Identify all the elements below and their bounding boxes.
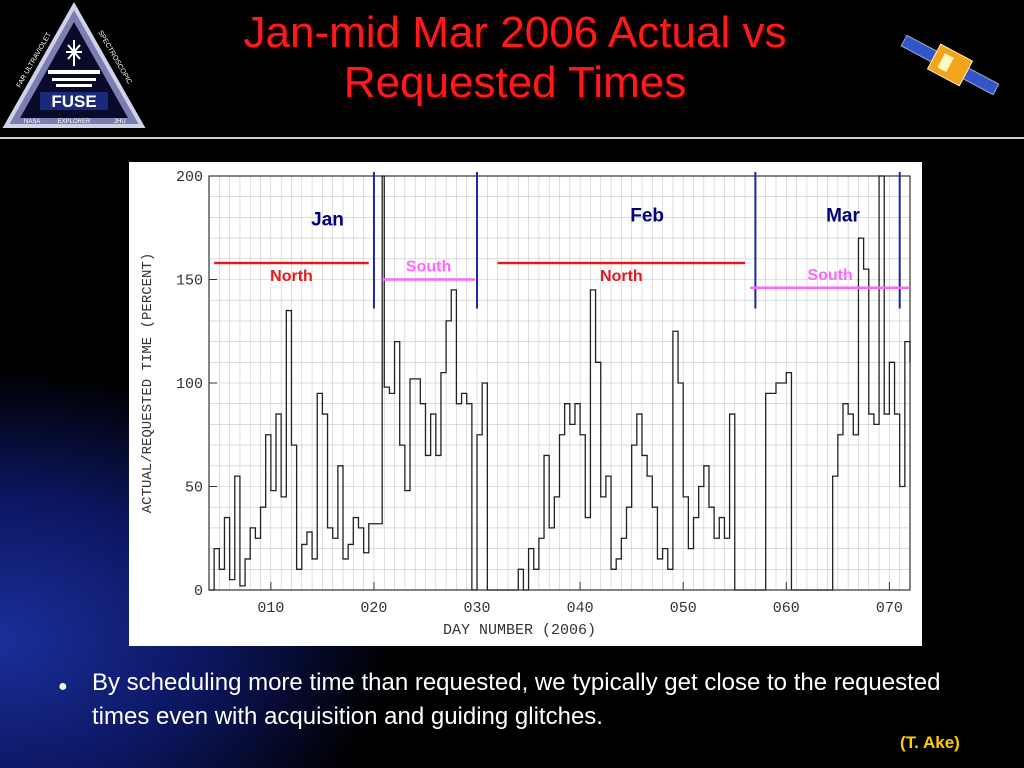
y-tick-label: 150 [176, 273, 203, 290]
x-tick-label: 030 [464, 600, 491, 617]
month-label: Mar [826, 206, 860, 227]
title-line-1: Jan-mid Mar 2006 Actual vs [243, 8, 787, 57]
pointing-segment-label: South [807, 267, 852, 284]
credit-text: (T. Ake) [900, 733, 960, 752]
x-tick-label: 060 [773, 600, 800, 617]
y-axis-label: ACTUAL/REQUESTED TIME (PERCENT) [140, 253, 156, 513]
x-tick-label: 050 [670, 600, 697, 617]
x-tick-label: 010 [257, 600, 284, 617]
bullet-text: By scheduling more time than requested, … [92, 669, 941, 730]
x-axis-label: DAY NUMBER (2006) [443, 622, 596, 639]
logo-ring-jhu: JHU [114, 119, 126, 125]
bullet-dot-icon: ● [58, 678, 68, 695]
fuse-logo: FUSE FAR ULTRAVIOLET SPECTROSCOPIC NASA … [2, 2, 146, 128]
x-tick-label: 040 [567, 600, 594, 617]
y-tick-label: 100 [176, 376, 203, 393]
title-line-2: Requested Times [343, 58, 687, 107]
data-series-line [209, 175, 911, 591]
pointing-segment-label: South [406, 259, 451, 276]
y-tick-label: 50 [185, 480, 203, 497]
month-label: Feb [630, 206, 664, 227]
title-divider [0, 137, 1024, 139]
logo-text: FUSE [51, 92, 96, 111]
logo-ring-explorer: EXPLORER [58, 119, 91, 125]
pointing-segment-label: North [270, 268, 313, 285]
slide-title: Jan-mid Mar 2006 Actual vs Requested Tim… [150, 8, 880, 108]
pointing-segment-label: North [600, 268, 643, 285]
x-tick-label: 020 [360, 600, 387, 617]
y-tick-label: 200 [176, 169, 203, 186]
satellite-icon [900, 34, 1000, 96]
logo-ring-nasa: NASA [24, 119, 40, 125]
x-tick-label: 070 [876, 600, 903, 617]
month-label: Jan [311, 210, 344, 231]
y-tick-label: 0 [194, 583, 203, 600]
